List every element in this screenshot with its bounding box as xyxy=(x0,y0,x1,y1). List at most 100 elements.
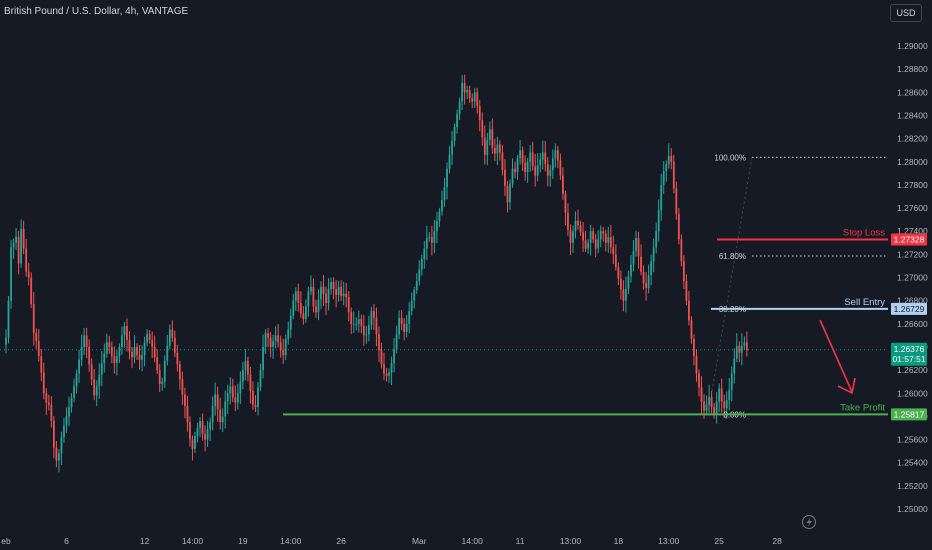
candle-body xyxy=(12,242,15,248)
x-tick-label: 6 xyxy=(64,536,69,546)
candle-body xyxy=(652,247,655,262)
candle xyxy=(58,449,60,473)
candle xyxy=(554,143,557,168)
y-tick-label: 1.25200 xyxy=(897,481,928,491)
candle xyxy=(214,382,217,416)
level-price-tag: 1.27328 xyxy=(891,233,927,246)
candle xyxy=(398,310,401,340)
candle-body xyxy=(589,231,592,243)
candle-body xyxy=(302,313,305,320)
candle xyxy=(37,328,40,362)
candle-body xyxy=(677,213,680,240)
candle xyxy=(705,395,708,416)
candle xyxy=(158,364,161,392)
candle-body xyxy=(163,360,166,382)
candle-body xyxy=(22,228,25,249)
candle xyxy=(647,264,650,294)
candle-body xyxy=(544,152,547,165)
candle-body xyxy=(657,210,660,232)
trade-levels[interactable]: Stop Loss Sell Entry Take Profit xyxy=(283,228,888,416)
y-tick-label: 1.26000 xyxy=(897,388,928,398)
candle xyxy=(315,299,317,318)
lightning-icon[interactable] xyxy=(802,515,816,529)
candle xyxy=(667,143,670,169)
candle-body xyxy=(252,390,254,405)
time-axis[interactable]: eb 6 12 14:00 19 14:00 26 Mar 14:00 11 13:00 18 13:0… xyxy=(1,536,782,546)
candle xyxy=(378,326,380,362)
candle xyxy=(574,211,577,239)
candle xyxy=(163,355,166,388)
candle xyxy=(25,238,28,277)
candle-body xyxy=(325,293,327,303)
candle xyxy=(388,368,390,383)
candle-body xyxy=(655,231,658,248)
candle xyxy=(637,231,640,269)
candle-body xyxy=(738,345,741,353)
candle-body xyxy=(95,386,98,396)
fibonacci-retracement[interactable]: 100.00%61.80%38.20%0.00% xyxy=(707,153,888,419)
candle-body xyxy=(35,333,38,342)
candle xyxy=(468,85,471,103)
candle xyxy=(463,74,466,105)
candle-body xyxy=(703,401,705,411)
candle-body xyxy=(229,386,232,394)
candle-body xyxy=(83,335,86,347)
candle-body xyxy=(103,353,106,364)
candle xyxy=(143,336,146,367)
candle xyxy=(662,161,665,194)
candle-body xyxy=(594,239,597,249)
candle xyxy=(483,125,486,165)
candle-body xyxy=(642,271,645,284)
candle xyxy=(373,304,375,331)
candle xyxy=(22,220,25,255)
candle xyxy=(297,283,300,312)
candle xyxy=(75,369,78,394)
candle xyxy=(413,286,416,309)
candle-body xyxy=(347,297,350,313)
candle-body xyxy=(564,194,567,213)
candle xyxy=(478,99,481,132)
candle-body xyxy=(488,129,491,140)
candle-body xyxy=(390,363,393,373)
candle-body xyxy=(559,160,562,176)
candle xyxy=(423,241,426,269)
candle xyxy=(531,141,534,171)
candle xyxy=(597,230,600,254)
candle-body xyxy=(436,220,438,232)
candle xyxy=(10,239,12,309)
candle xyxy=(410,292,413,316)
candle xyxy=(385,367,388,382)
candle-body xyxy=(73,386,75,398)
candle xyxy=(68,396,70,426)
candle xyxy=(320,281,322,309)
candle-body xyxy=(410,300,413,312)
candle-body xyxy=(173,337,176,353)
candle-body xyxy=(284,338,287,356)
level-tag-value: 1.27328 xyxy=(894,235,925,245)
candle xyxy=(627,270,630,295)
candle-body xyxy=(226,393,229,402)
chart-title: British Pound / U.S. Dollar, 4h, VANTAGE xyxy=(4,6,189,17)
candle xyxy=(166,334,169,366)
candle-body xyxy=(740,345,743,353)
candle xyxy=(607,226,610,253)
candle-body xyxy=(37,341,40,357)
candle xyxy=(325,286,327,316)
candle xyxy=(289,308,292,338)
candle-body xyxy=(350,312,353,324)
candle-body xyxy=(264,333,267,347)
y-tick-label: 1.27200 xyxy=(897,249,928,259)
candle xyxy=(194,431,196,453)
candle xyxy=(466,85,469,100)
candle-body xyxy=(345,293,348,298)
currency-button[interactable]: USD xyxy=(890,4,922,22)
candle-body xyxy=(206,429,209,440)
candle xyxy=(539,153,542,173)
candle-body xyxy=(743,342,746,346)
candle-body xyxy=(352,323,355,325)
candle-body xyxy=(506,186,509,203)
candle xyxy=(357,310,360,333)
price-axis[interactable]: 1.29000 1.28800 1.28600 1.28400 1.28200 1.280… xyxy=(897,41,928,514)
candle xyxy=(204,425,206,452)
